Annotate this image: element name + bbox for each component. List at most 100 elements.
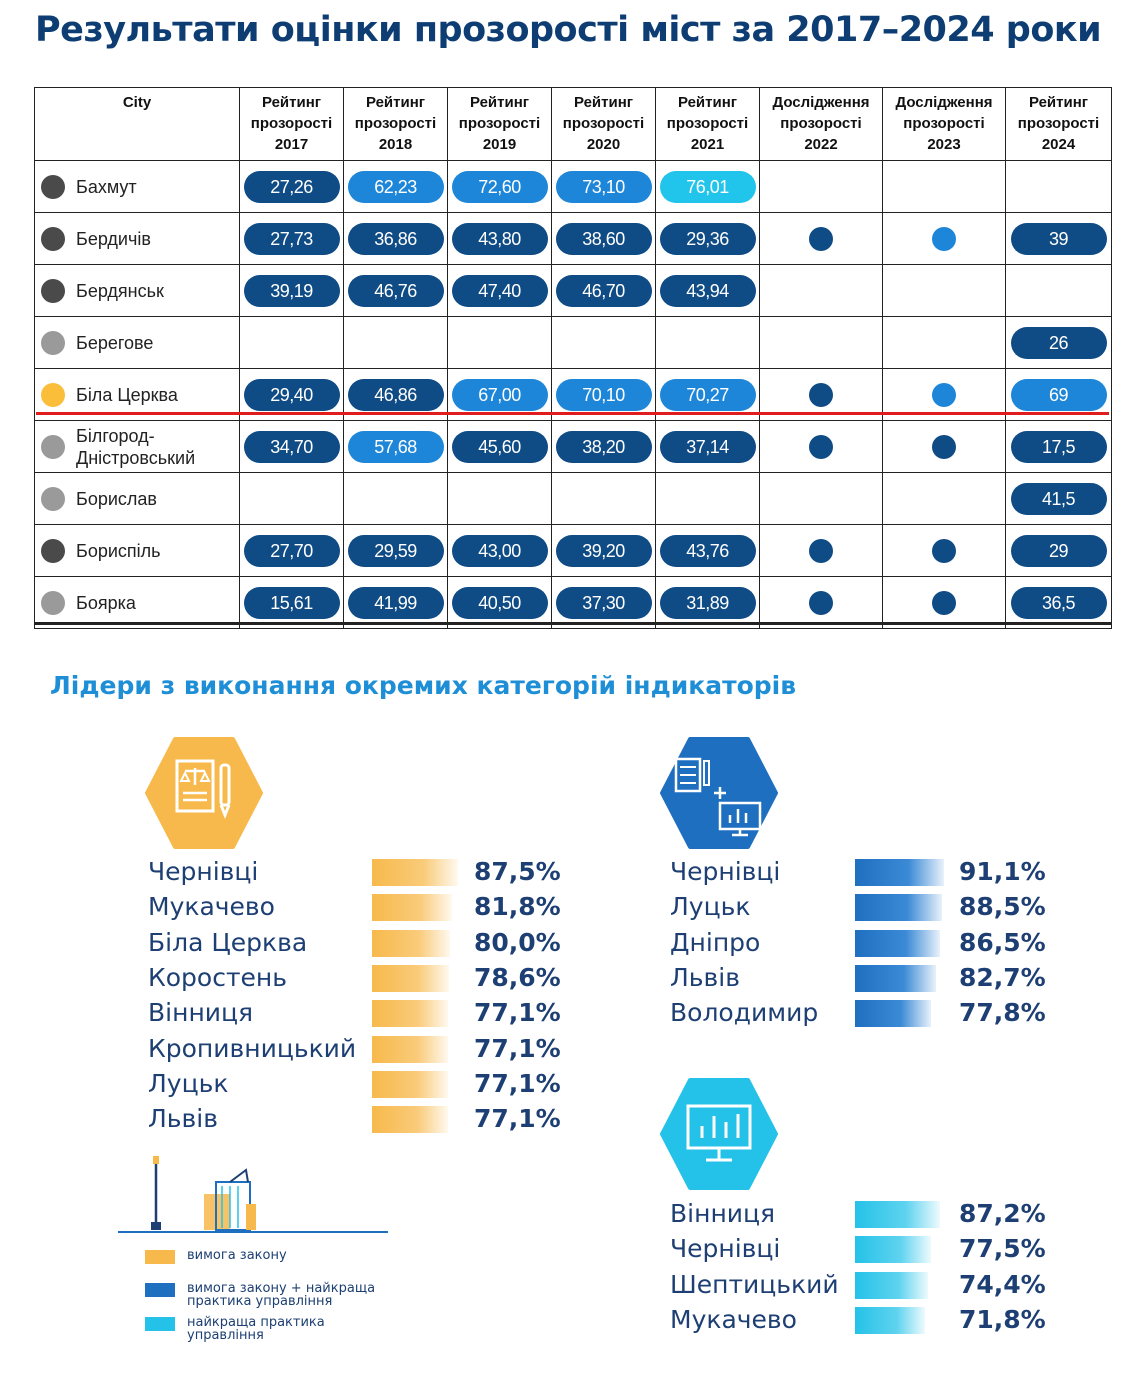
legend-label: вимога закону + найкраща практика управлі…	[187, 1282, 375, 1308]
text-line: прозорості	[903, 115, 985, 132]
page-title: Результати оцінки прозорості міст за 201…	[35, 10, 1102, 50]
city-cell: Борислав	[34, 472, 240, 525]
column-header: Дослідження прозорості 2022	[759, 87, 883, 161]
table-row: Білгород- Дністровський 34,70 57,68 45,60 38,…	[34, 420, 1112, 473]
leader-score-bar	[855, 1236, 931, 1264]
text-line: Дністровський	[76, 447, 196, 468]
text-line: Борислав	[76, 488, 157, 509]
city-cell: Берегове	[34, 316, 240, 369]
score-cell	[759, 472, 883, 525]
text-line: Боярка	[76, 592, 136, 613]
column-header: Рейтинг прозорості 2021	[655, 87, 760, 161]
column-header: Дослідження прозорості 2023	[882, 87, 1006, 161]
column-header: Рейтинг прозорості 2020	[551, 87, 656, 161]
transparency-table: City Рейтинг прозорості 2017 Рейтинг прозорос…	[34, 87, 1112, 629]
leader-score-value: 77,1%	[474, 1068, 561, 1098]
table-row: Боярка 15,61 41,99 40,50 37,30 31,89 36,5	[34, 576, 1112, 629]
score-cell: 41,5	[1005, 472, 1112, 525]
leader-score-value: 91,1%	[959, 857, 1046, 886]
score-pill: 47,40	[451, 274, 548, 307]
score-pill: 15,61	[243, 586, 340, 619]
leader-score-value: 87,5%	[474, 857, 561, 886]
leader-city-name: Чернівці	[148, 857, 259, 886]
city-name: Бердичів	[76, 228, 151, 250]
score-cell	[759, 316, 883, 369]
score-cell: 31,89	[655, 576, 760, 629]
city-status-dot	[41, 226, 65, 251]
score-cell: 76,01	[655, 160, 760, 213]
text-line: Рейтинг	[469, 94, 530, 111]
score-pill: 70,10	[555, 378, 652, 411]
text-line: 2019	[482, 136, 517, 153]
leader-score-bar	[855, 929, 940, 957]
score-pill: 73,10	[555, 170, 652, 203]
text-line: Берегове	[76, 332, 154, 353]
text-line: Рейтинг	[1028, 94, 1089, 111]
leader-city-name: Дніпро	[670, 927, 761, 957]
score-pill: 43,76	[659, 534, 756, 567]
city-name: Білгород- Дністровський	[76, 425, 195, 469]
score-pill: 17,5	[1010, 430, 1107, 463]
score-cell	[1005, 264, 1112, 317]
score-cell: 27,26	[239, 160, 344, 213]
city-status-dot	[41, 278, 65, 303]
text-line: Бердичів	[76, 228, 151, 249]
score-pill: 69	[1010, 378, 1107, 411]
score-cell	[343, 472, 448, 525]
score-cell: 41,99	[343, 576, 448, 629]
column-header: Рейтинг прозорості 2018	[343, 87, 448, 161]
leader-score-bar	[372, 1000, 448, 1028]
score-pill: 43,00	[451, 534, 548, 567]
text-line: 2017	[274, 136, 309, 153]
legend-swatch	[145, 1317, 175, 1331]
leader-score-value: 77,1%	[474, 998, 561, 1028]
leader-score-bar	[855, 894, 942, 922]
text-line: прозорості	[780, 115, 862, 132]
leader-score-bar	[372, 894, 452, 922]
score-pill: 39	[1010, 222, 1107, 255]
table-row: Бердичів 27,73 36,86 43,80 38,60 29,36 39	[34, 212, 1112, 265]
score-cell: 39,20	[551, 524, 656, 577]
text-line: Дослідження	[772, 94, 870, 111]
score-pill: 62,23	[347, 170, 444, 203]
text-line: Бердянськ	[76, 280, 164, 301]
leader-score-bar	[372, 1106, 448, 1134]
text-line: Рейтинг	[261, 94, 322, 111]
score-cell: 34,70	[239, 420, 344, 473]
city-skyline-illustration	[118, 1156, 388, 1233]
score-cell	[759, 420, 883, 473]
participation-dot	[809, 538, 833, 563]
leader-score-value: 81,8%	[474, 892, 561, 922]
participation-dot	[809, 226, 833, 251]
legend-label: вимога закону	[187, 1249, 287, 1262]
city-name: Бердянськ	[76, 280, 164, 302]
monitor-chart-icon	[660, 1078, 778, 1190]
leader-city-name: Шептицький	[670, 1269, 839, 1299]
leader-score-bar	[855, 1000, 931, 1028]
text-line: прозорості	[250, 115, 333, 132]
participation-dot	[809, 382, 833, 407]
score-cell	[882, 160, 1006, 213]
city-status-dot	[41, 330, 65, 355]
leader-city-name: Луцьк	[670, 892, 751, 922]
score-cell	[882, 524, 1006, 577]
score-cell: 37,30	[551, 576, 656, 629]
score-cell: 46,76	[343, 264, 448, 317]
participation-dot	[932, 590, 956, 615]
score-cell	[759, 212, 883, 265]
score-cell	[882, 316, 1006, 369]
leader-city-name: Мукачево	[148, 892, 275, 922]
text-line: 2024	[1041, 136, 1076, 153]
score-pill: 43,94	[659, 274, 756, 307]
score-pill: 31,89	[659, 586, 756, 619]
leader-score-value: 77,5%	[959, 1234, 1046, 1264]
score-cell	[882, 576, 1006, 629]
text-line: Рейтинг	[365, 94, 426, 111]
participation-dot	[809, 590, 833, 615]
score-pill: 46,76	[347, 274, 444, 307]
score-cell	[882, 472, 1006, 525]
score-pill: 26	[1010, 326, 1107, 359]
leader-score-value: 86,5%	[959, 927, 1046, 957]
city-name: Бориспіль	[76, 540, 161, 562]
score-cell: 38,20	[551, 420, 656, 473]
